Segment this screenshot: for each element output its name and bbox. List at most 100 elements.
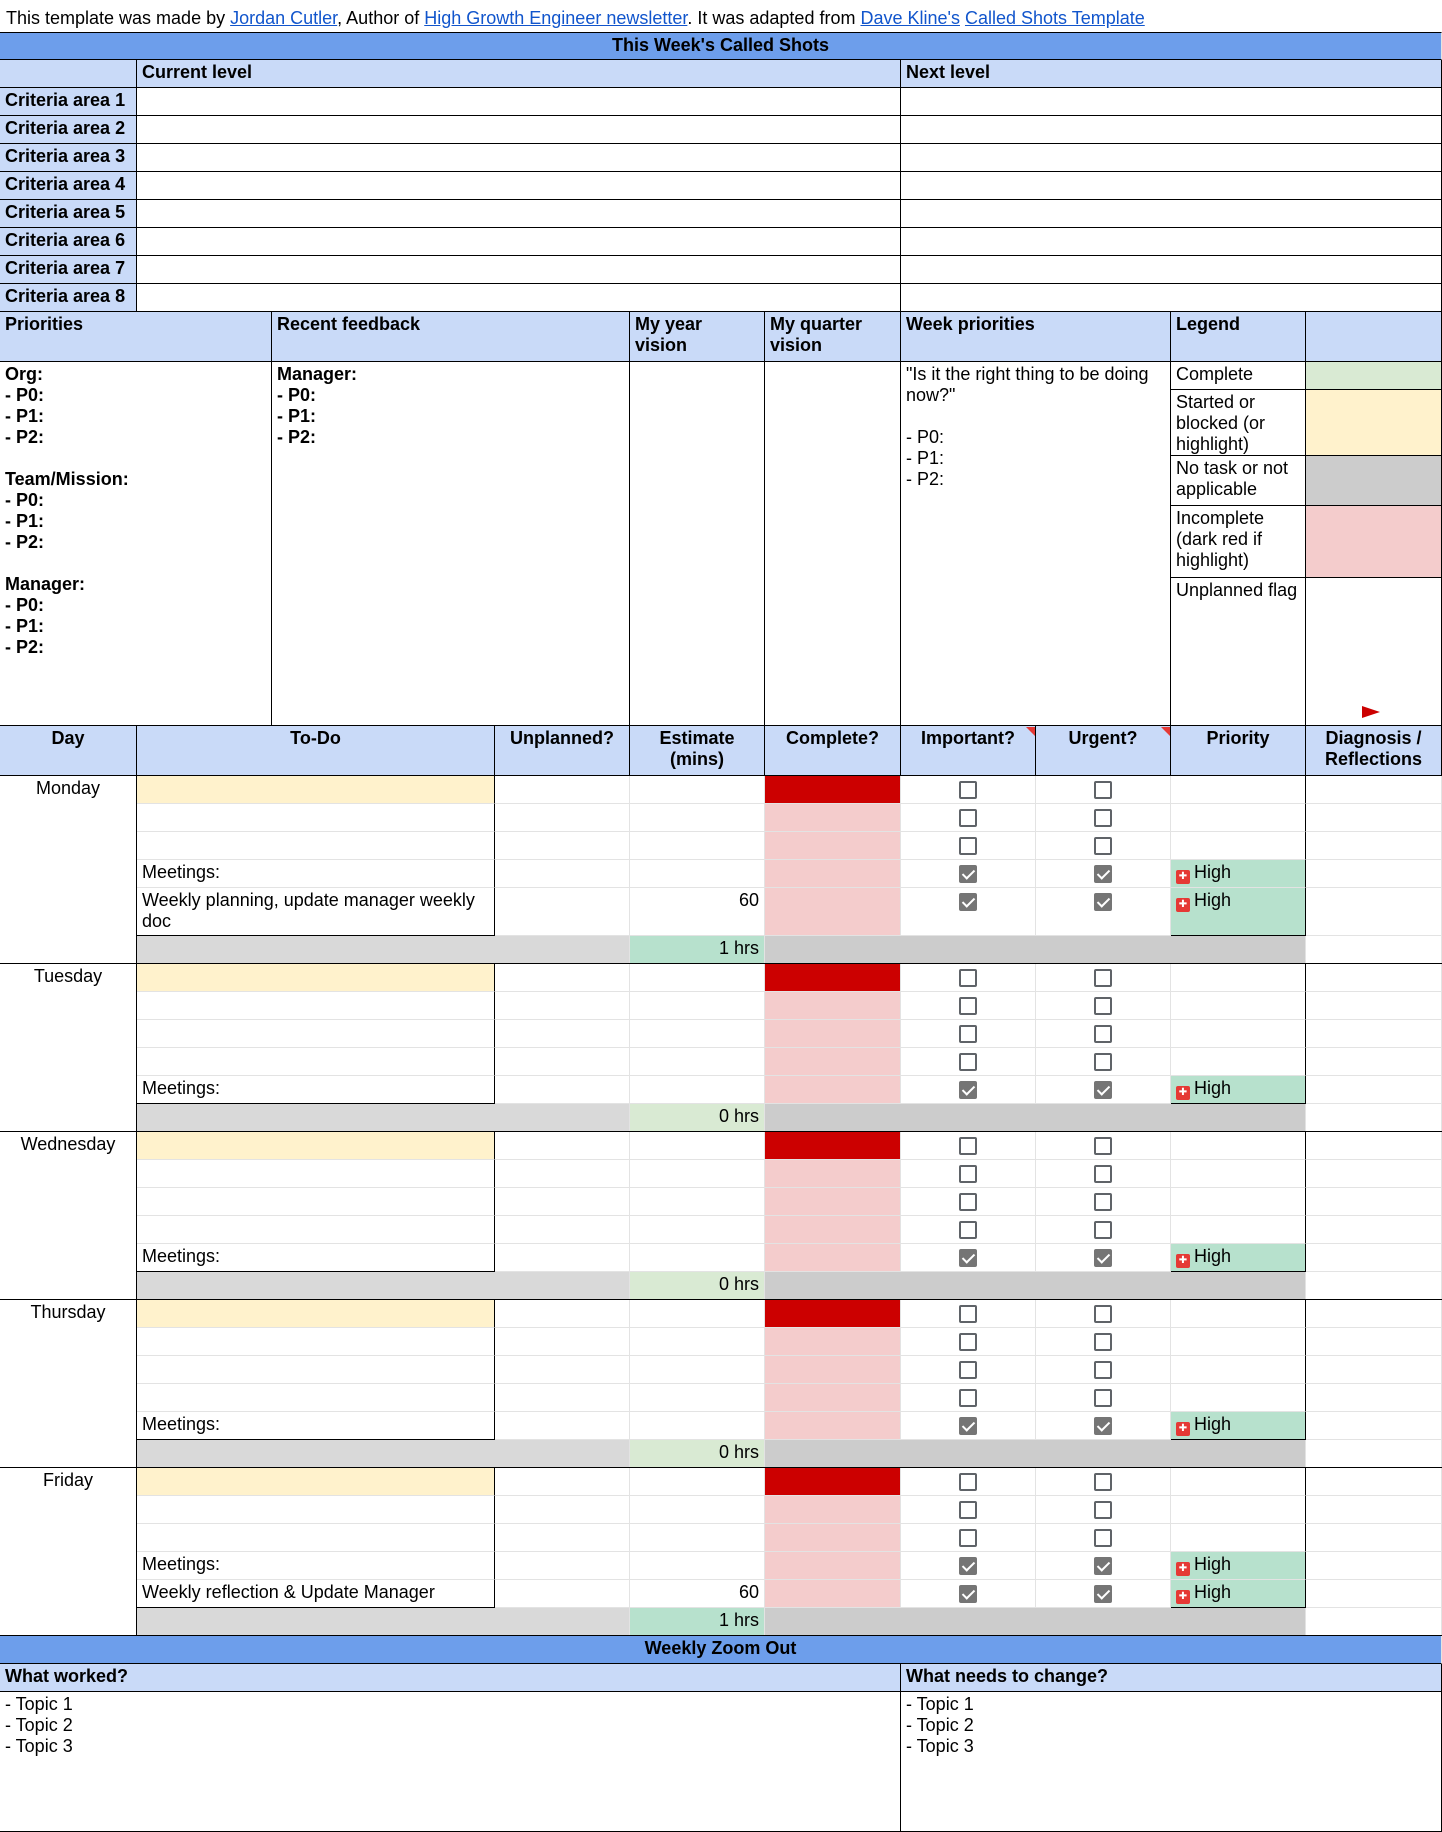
- estimate-cell[interactable]: [630, 1048, 765, 1076]
- priority-cell[interactable]: [1171, 964, 1306, 992]
- current-level-cell[interactable]: [137, 284, 901, 312]
- urgent-cell[interactable]: [1036, 1188, 1171, 1216]
- adapter-link[interactable]: Dave Kline's: [860, 8, 960, 28]
- checkbox[interactable]: [959, 1529, 977, 1547]
- unplanned-cell[interactable]: [495, 888, 630, 936]
- priority-cell[interactable]: ✚ High: [1171, 1580, 1306, 1608]
- priority-cell[interactable]: [1171, 1496, 1306, 1524]
- diagnosis-cell[interactable]: [1306, 1216, 1442, 1244]
- todo-cell[interactable]: [137, 832, 495, 860]
- next-level-cell[interactable]: [901, 144, 1442, 172]
- unplanned-cell[interactable]: [495, 1328, 630, 1356]
- unplanned-cell[interactable]: [495, 1020, 630, 1048]
- checkbox[interactable]: [1094, 1165, 1112, 1183]
- urgent-cell[interactable]: [1036, 992, 1171, 1020]
- unplanned-cell[interactable]: [495, 1160, 630, 1188]
- diagnosis-cell[interactable]: [1306, 1160, 1442, 1188]
- feedback-text[interactable]: Manager: - P0: - P1: - P2:: [272, 362, 630, 726]
- todo-cell[interactable]: Meetings:: [137, 1412, 495, 1440]
- urgent-cell[interactable]: [1036, 888, 1171, 936]
- important-cell[interactable]: [901, 804, 1036, 832]
- important-cell[interactable]: [901, 1412, 1036, 1440]
- diagnosis-cell[interactable]: [1306, 1384, 1442, 1412]
- diagnosis-cell[interactable]: [1306, 804, 1442, 832]
- checkbox-checked[interactable]: [1094, 1081, 1112, 1099]
- important-cell[interactable]: [901, 776, 1036, 804]
- complete-cell[interactable]: [765, 1412, 901, 1440]
- urgent-cell[interactable]: [1036, 860, 1171, 888]
- checkbox[interactable]: [959, 1193, 977, 1211]
- complete-cell[interactable]: [765, 1580, 901, 1608]
- next-level-cell[interactable]: [901, 88, 1442, 116]
- important-cell[interactable]: [901, 1524, 1036, 1552]
- estimate-cell[interactable]: [630, 992, 765, 1020]
- estimate-cell[interactable]: [630, 1132, 765, 1160]
- estimate-cell[interactable]: [630, 1076, 765, 1104]
- priority-cell[interactable]: [1171, 1132, 1306, 1160]
- unplanned-cell[interactable]: [495, 1412, 630, 1440]
- urgent-cell[interactable]: [1036, 1384, 1171, 1412]
- checkbox[interactable]: [1094, 809, 1112, 827]
- estimate-cell[interactable]: [630, 1552, 765, 1580]
- current-level-cell[interactable]: [137, 228, 901, 256]
- checkbox[interactable]: [959, 1333, 977, 1351]
- estimate-cell[interactable]: 60: [630, 1580, 765, 1608]
- unplanned-cell[interactable]: [495, 1552, 630, 1580]
- todo-cell[interactable]: [137, 1328, 495, 1356]
- urgent-cell[interactable]: [1036, 804, 1171, 832]
- urgent-cell[interactable]: [1036, 964, 1171, 992]
- checkbox[interactable]: [959, 1473, 977, 1491]
- estimate-cell[interactable]: [630, 1020, 765, 1048]
- complete-cell[interactable]: [765, 1132, 901, 1160]
- next-level-cell[interactable]: [901, 228, 1442, 256]
- important-cell[interactable]: [901, 1020, 1036, 1048]
- important-cell[interactable]: [901, 860, 1036, 888]
- priority-cell[interactable]: [1171, 1468, 1306, 1496]
- unplanned-cell[interactable]: [495, 992, 630, 1020]
- unplanned-cell[interactable]: [495, 1580, 630, 1608]
- checkbox[interactable]: [959, 1389, 977, 1407]
- unplanned-cell[interactable]: [495, 776, 630, 804]
- urgent-cell[interactable]: [1036, 1328, 1171, 1356]
- priority-cell[interactable]: [1171, 804, 1306, 832]
- todo-cell[interactable]: Meetings:: [137, 1244, 495, 1272]
- todo-cell[interactable]: Weekly planning, update manager weekly d…: [137, 888, 495, 936]
- diagnosis-cell[interactable]: [1306, 1328, 1442, 1356]
- estimate-cell[interactable]: [630, 776, 765, 804]
- what-worked-text[interactable]: - Topic 1 - Topic 2 - Topic 3: [0, 1692, 901, 1832]
- checkbox[interactable]: [1094, 1053, 1112, 1071]
- current-level-cell[interactable]: [137, 256, 901, 284]
- priority-cell[interactable]: [1171, 1188, 1306, 1216]
- checkbox-checked[interactable]: [1094, 1249, 1112, 1267]
- diagnosis-cell[interactable]: [1306, 1020, 1442, 1048]
- important-cell[interactable]: [901, 1328, 1036, 1356]
- diagnosis-cell[interactable]: [1306, 1048, 1442, 1076]
- complete-cell[interactable]: [765, 776, 901, 804]
- estimate-cell[interactable]: [630, 1160, 765, 1188]
- next-level-cell[interactable]: [901, 284, 1442, 312]
- unplanned-cell[interactable]: [495, 1076, 630, 1104]
- checkbox[interactable]: [959, 1501, 977, 1519]
- quarter-vision-cell[interactable]: [765, 362, 901, 726]
- estimate-cell[interactable]: [630, 1188, 765, 1216]
- complete-cell[interactable]: [765, 1188, 901, 1216]
- checkbox-checked[interactable]: [1094, 893, 1112, 911]
- newsletter-link[interactable]: High Growth Engineer newsletter: [424, 8, 688, 28]
- todo-cell[interactable]: [137, 964, 495, 992]
- urgent-cell[interactable]: [1036, 1356, 1171, 1384]
- diagnosis-cell[interactable]: [1306, 1496, 1442, 1524]
- diagnosis-cell[interactable]: [1306, 1412, 1442, 1440]
- diagnosis-cell[interactable]: [1306, 832, 1442, 860]
- checkbox[interactable]: [1094, 1501, 1112, 1519]
- checkbox[interactable]: [1094, 1529, 1112, 1547]
- checkbox[interactable]: [959, 1361, 977, 1379]
- urgent-cell[interactable]: [1036, 1524, 1171, 1552]
- checkbox[interactable]: [1094, 969, 1112, 987]
- complete-cell[interactable]: [765, 1216, 901, 1244]
- important-cell[interactable]: [901, 964, 1036, 992]
- unplanned-cell[interactable]: [495, 1384, 630, 1412]
- unplanned-cell[interactable]: [495, 1468, 630, 1496]
- priority-cell[interactable]: [1171, 1020, 1306, 1048]
- current-level-cell[interactable]: [137, 172, 901, 200]
- checkbox[interactable]: [1094, 997, 1112, 1015]
